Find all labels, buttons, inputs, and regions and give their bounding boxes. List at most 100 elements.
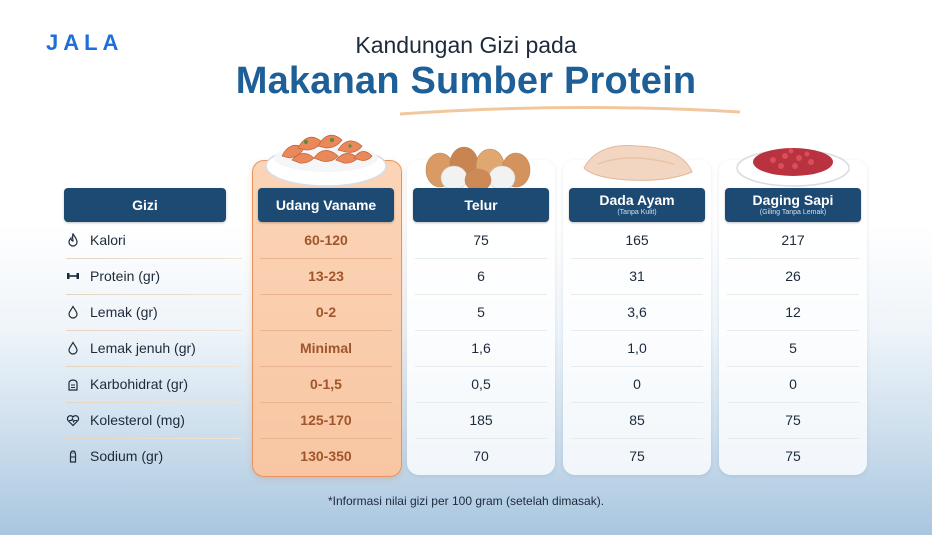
row-divider xyxy=(571,258,703,259)
row-divider xyxy=(260,366,392,367)
header-udang-vaname: Udang Vaname xyxy=(258,188,394,222)
row-divider xyxy=(571,402,703,403)
ground-beef-icon xyxy=(736,148,850,187)
cell-udang-karbohidrat: 0-1,5 xyxy=(310,376,342,392)
header-daging-sapi: Daging Sapi (Giling Tanpa Lemak) xyxy=(725,188,861,222)
page-title: Makanan Sumber Protein xyxy=(235,60,697,102)
row-label-text: Karbohidrat (gr) xyxy=(90,376,189,392)
row-label-sodium: Sodium (gr) xyxy=(66,438,256,474)
row-divider xyxy=(727,366,859,367)
cell-sapi-kolesterol: 75 xyxy=(785,412,801,428)
row-divider xyxy=(571,294,703,295)
title-underline-swoosh xyxy=(400,105,740,116)
cell-telur-lemak-jenuh: 1,6 xyxy=(471,340,491,356)
row-divider xyxy=(415,438,547,439)
row-divider xyxy=(260,294,392,295)
cell-sapi-sodium: 75 xyxy=(785,448,801,464)
cell-ayam-kalori: 165 xyxy=(625,232,649,248)
cell-udang-kalori: 60-120 xyxy=(304,232,348,248)
salt-shaker-icon xyxy=(69,450,77,463)
row-divider xyxy=(260,330,392,331)
row-divider xyxy=(571,366,703,367)
jala-logo: JALA xyxy=(46,30,124,55)
cell-udang-lemak: 0-2 xyxy=(315,304,337,320)
row-divider xyxy=(66,366,242,367)
cell-udang-kolesterol: 125-170 xyxy=(300,412,352,428)
cell-sapi-kalori: 217 xyxy=(781,232,805,248)
row-divider xyxy=(727,438,859,439)
cell-ayam-protein: 31 xyxy=(629,268,645,284)
header-sublabel: (Giling Tanpa Lemak) xyxy=(759,209,827,216)
header-gizi-label: Gizi xyxy=(132,196,158,213)
row-label-text: Lemak jenuh (gr) xyxy=(90,340,196,356)
cell-sapi-protein: 26 xyxy=(785,268,801,284)
row-label-text: Lemak (gr) xyxy=(90,304,158,320)
header-label: Udang Vaname xyxy=(275,196,377,213)
cell-telur-sodium: 70 xyxy=(473,448,489,464)
row-divider xyxy=(415,294,547,295)
row-label-lemak-jenuh: Lemak jenuh (gr) xyxy=(66,330,256,366)
row-divider xyxy=(66,294,242,295)
eggs-icon xyxy=(425,146,531,192)
footnote: *Informasi nilai gizi per 100 gram (sete… xyxy=(327,494,605,508)
row-divider xyxy=(571,438,703,439)
bread-icon xyxy=(68,379,78,391)
cell-ayam-kolesterol: 85 xyxy=(629,412,645,428)
cell-telur-kalori: 75 xyxy=(473,232,489,248)
row-divider xyxy=(260,438,392,439)
header-sublabel: (Tanpa Kulit) xyxy=(617,209,657,216)
cell-telur-lemak: 5 xyxy=(477,304,485,320)
header-label: Dada Ayam xyxy=(599,192,675,208)
header-telur: Telur xyxy=(413,188,549,222)
cell-ayam-sodium: 75 xyxy=(629,448,645,464)
flame-icon xyxy=(68,233,78,247)
dumbbell-icon xyxy=(67,273,79,279)
drop-icon xyxy=(68,341,78,355)
cell-udang-sodium: 130-350 xyxy=(300,448,352,464)
row-label-text: Kalori xyxy=(90,232,126,248)
row-label-protein: Protein (gr) xyxy=(66,258,256,294)
row-divider xyxy=(415,366,547,367)
row-label-kolesterol: Kolesterol (mg) xyxy=(66,402,256,438)
row-divider xyxy=(66,330,242,331)
row-divider xyxy=(571,330,703,331)
row-divider xyxy=(66,258,242,259)
row-divider xyxy=(415,258,547,259)
row-label-text: Sodium (gr) xyxy=(90,448,164,464)
page-subtitle: Kandungan Gizi pada xyxy=(355,32,577,58)
row-label-karbohidrat: Karbohidrat (gr) xyxy=(66,366,256,402)
cell-ayam-lemak-jenuh: 1,0 xyxy=(627,340,647,356)
row-divider xyxy=(260,258,392,259)
cell-telur-karbohidrat: 0,5 xyxy=(471,376,491,392)
cell-udang-lemak-jenuh: Minimal xyxy=(299,340,353,356)
header-label: Daging Sapi xyxy=(752,192,834,208)
cell-telur-protein: 6 xyxy=(477,268,485,284)
row-divider xyxy=(727,258,859,259)
cell-sapi-karbohidrat: 0 xyxy=(789,376,797,392)
row-divider xyxy=(66,438,242,439)
cell-ayam-karbohidrat: 0 xyxy=(633,376,641,392)
cell-ayam-lemak: 3,6 xyxy=(627,304,647,320)
heart-pulse-icon xyxy=(66,415,80,427)
row-divider xyxy=(727,330,859,331)
shrimp-bowl-icon xyxy=(265,134,387,187)
header-dada-ayam: Dada Ayam (Tanpa Kulit) xyxy=(569,188,705,222)
row-divider xyxy=(260,402,392,403)
cell-telur-kolesterol: 185 xyxy=(469,412,493,428)
header-label: Telur xyxy=(464,196,498,213)
drop-icon xyxy=(68,305,78,319)
row-divider xyxy=(415,330,547,331)
header-gizi: Gizi xyxy=(64,188,226,222)
row-label-text: Protein (gr) xyxy=(90,268,161,284)
chicken-breast-icon xyxy=(583,144,693,181)
cell-udang-protein: 13-23 xyxy=(308,268,344,284)
cell-sapi-lemak: 12 xyxy=(785,304,801,320)
row-divider xyxy=(415,402,547,403)
row-divider xyxy=(727,294,859,295)
row-label-lemak: Lemak (gr) xyxy=(66,294,256,330)
row-label-kalori: Kalori xyxy=(66,222,256,258)
row-divider xyxy=(66,402,242,403)
row-label-text: Kolesterol (mg) xyxy=(90,412,185,428)
cell-sapi-lemak-jenuh: 5 xyxy=(789,340,797,356)
row-divider xyxy=(727,402,859,403)
